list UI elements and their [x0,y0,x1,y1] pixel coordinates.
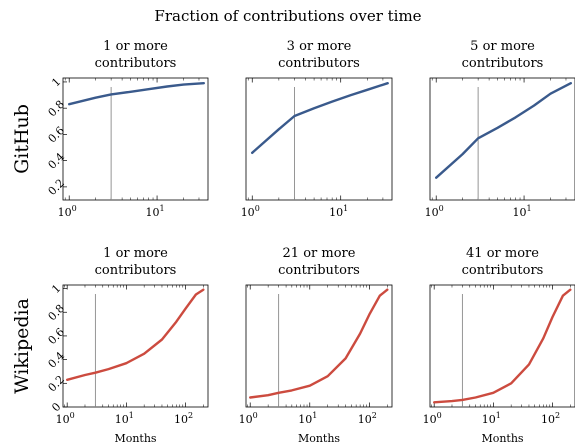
x-tick-exponent: 1 [343,204,348,213]
y-tick-label: 0.2 [46,373,68,395]
y-tick-label: 0.4 [46,150,68,172]
x-tick-exponent: 1 [160,204,165,213]
chart-panel-2: 3 or more contributors 100 101 [241,39,393,219]
x-tick-exponent: 2 [188,411,193,420]
figure-title: Fraction of contributions over time [154,7,421,25]
panel-title: 5 or more contributors [462,39,544,71]
x-tick-label: 102 [541,411,560,426]
panel-title-line: contributors [462,263,544,278]
panel-frame [245,77,393,201]
y-tick-label: 1 [49,75,63,89]
x-tick-label: 101 [115,411,134,426]
series-line [65,288,205,381]
y-tick-label: 0.4 [46,349,68,371]
x-tick-exponent: 0 [253,411,258,420]
y-tick-label: 0.2 [46,176,68,198]
panel-frame [245,284,393,408]
x-tick-label: 101 [482,411,501,426]
x-tick-label: 101 [146,204,165,219]
series-line [250,81,389,155]
x-axis-label: Months [481,432,523,445]
x-tick-label: 101 [513,204,532,219]
x-axis-label: Months [114,432,156,445]
panel-title-line: 21 or more [283,246,356,261]
x-tick-exponent: 1 [129,411,134,420]
panel-title-line: 41 or more [466,246,539,261]
x-tick-exponent: 0 [72,204,77,213]
panel-title: 41 or more contributors [462,246,544,278]
panel-frame [62,77,209,201]
y-tick-label: 0.6 [46,124,68,146]
panel-title-line: contributors [95,263,177,278]
series-line [248,288,389,399]
panel-title-line: 1 or more [103,39,168,54]
x-tick-label: 100 [58,204,77,219]
x-tick-exponent: 0 [437,411,442,420]
y-tick-label: 0.8 [46,98,68,120]
panel-title-line: contributors [278,56,360,71]
panel-title-line: contributors [95,56,177,71]
x-tick-exponent: 0 [70,411,75,420]
row-label: GitHub [11,104,33,174]
x-tick-label: 101 [329,204,348,219]
x-tick-exponent: 1 [527,204,532,213]
panel-title-line: contributors [462,56,544,71]
y-tick-label: 1 [49,282,63,296]
x-tick-exponent: 2 [372,411,377,420]
series-line [67,81,206,106]
row-label: Wikipedia [11,298,33,394]
x-tick-exponent: 2 [555,411,560,420]
series-line [435,81,572,179]
panel-title-line: 1 or more [103,246,168,261]
x-tick-exponent: 0 [255,204,260,213]
panel-frame [62,284,209,408]
x-tick-label: 101 [298,411,317,426]
panel-title-line: 5 or more [470,39,535,54]
y-tick-label: 0.8 [46,302,68,324]
x-axis-label: Months [298,432,340,445]
x-tick-label: 100 [425,204,444,219]
panel-title: 1 or more contributors [95,39,177,71]
x-tick-label: 102 [174,411,193,426]
panel-title-line: 3 or more [287,39,352,54]
panel-title: 21 or more contributors [278,246,360,278]
series-line [433,288,572,404]
x-tick-exponent: 1 [496,411,501,420]
panel-title: 1 or more contributors [95,246,177,278]
chart-panel-3: 5 or more contributors 100 101 [425,39,575,219]
panel-frame [429,77,575,201]
panel-frame [429,284,575,408]
x-tick-label: 100 [239,411,258,426]
panel-title-line: contributors [278,263,360,278]
x-tick-label: 100 [423,411,442,426]
x-tick-exponent: 0 [439,204,444,213]
panel-title: 3 or more contributors [278,39,360,71]
x-tick-label: 102 [358,411,377,426]
y-tick-label: 0.6 [46,326,68,348]
x-tick-label: 100 [241,204,260,219]
x-tick-exponent: 1 [312,411,317,420]
